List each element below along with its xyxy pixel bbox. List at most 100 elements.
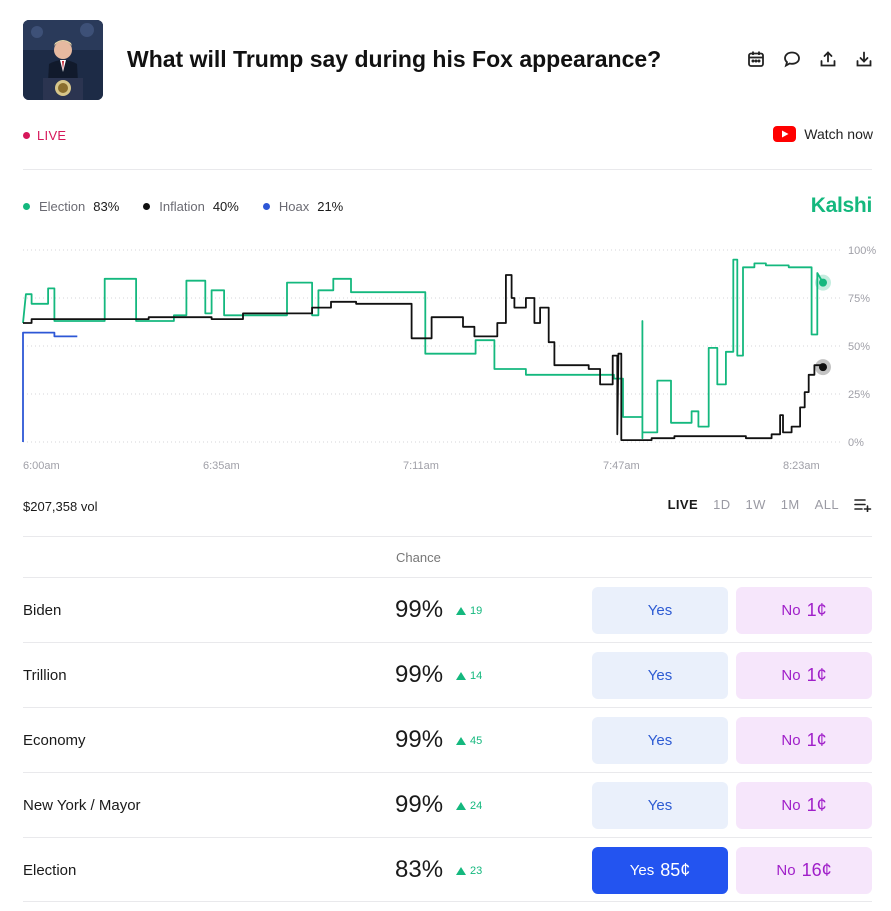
live-dot-icon [23, 132, 30, 139]
watch-now-label: Watch now [804, 126, 873, 142]
no-label: No [781, 667, 801, 684]
market-delta: 24 [456, 800, 482, 812]
y-tick-label: 25% [848, 389, 870, 401]
price-chart[interactable]: 100% 75% 50% 25% 0% 6:00am 6:35am 7:11am 7:47am 8… [0, 238, 891, 478]
market-row-biden[interactable]: Biden 99% 19 Yes No 1¢ [23, 577, 872, 642]
legend-name: Inflation [159, 199, 205, 214]
watch-now-link[interactable]: Watch now [773, 126, 873, 142]
yes-button[interactable]: Yes [592, 587, 728, 634]
market-delta: 45 [456, 735, 482, 747]
divider [23, 169, 872, 170]
add-list-icon[interactable] [854, 498, 872, 512]
market-chance: 83% [395, 856, 444, 883]
share-icon[interactable] [819, 50, 837, 68]
market-row-election[interactable]: Election 83% 23 Yes 85¢ No 16¢ [23, 837, 872, 902]
y-tick-label: 75% [848, 293, 870, 305]
legend-value: 40% [212, 199, 239, 214]
delta-value: 14 [470, 670, 483, 682]
delta-value: 24 [470, 800, 483, 812]
no-button[interactable]: No 16¢ [736, 847, 872, 894]
calendar-icon[interactable] [747, 50, 765, 68]
up-arrow-icon [456, 867, 466, 875]
legend-value: 83% [93, 199, 120, 214]
no-button[interactable]: No 1¢ [736, 782, 872, 829]
yes-label: Yes [629, 862, 655, 879]
no-label: No [776, 862, 796, 879]
kalshi-logo: Kalshi [810, 194, 873, 217]
x-tick-label: 6:35am [203, 460, 240, 472]
no-label: No [781, 797, 801, 814]
market-row-economy[interactable]: Economy 99% 45 Yes No 1¢ [23, 707, 872, 772]
live-label: LIVE [37, 128, 67, 143]
yes-label: Yes [647, 667, 673, 684]
legend-dot-icon [262, 203, 270, 210]
up-arrow-icon [456, 607, 466, 615]
x-tick-label: 6:00am [23, 460, 60, 472]
no-button[interactable]: No 1¢ [736, 717, 872, 764]
legend-dot-icon [23, 203, 30, 210]
market-delta: 14 [456, 670, 482, 682]
legend-value: 21% [317, 199, 344, 214]
yes-button[interactable]: Yes 85¢ [592, 847, 728, 894]
no-button[interactable]: No 1¢ [736, 587, 872, 634]
delta-value: 23 [470, 865, 483, 877]
yes-button[interactable]: Yes [592, 652, 728, 699]
event-header: What will Trump say during his Fox appea… [23, 20, 873, 100]
legend-item-inflation: Inflation 40% [143, 199, 239, 214]
market-row-trillion[interactable]: Trillion 99% 14 Yes No 1¢ [23, 642, 872, 707]
end-marker-inflation [819, 363, 827, 372]
yes-button[interactable]: Yes [592, 782, 728, 829]
range-1w[interactable]: 1W [745, 497, 766, 512]
y-tick-label: 50% [848, 341, 870, 353]
market-label: New York / Mayor [23, 797, 141, 814]
time-range-selector: LIVE 1D 1W 1M ALL [668, 497, 872, 512]
market-delta: 23 [456, 865, 482, 877]
yes-label: Yes [647, 602, 673, 619]
y-tick-label: 100% [848, 245, 876, 257]
market-row-new-york-mayor[interactable]: New York / Mayor 99% 24 Yes No 1¢ [23, 772, 872, 837]
yes-price: 85¢ [660, 860, 691, 880]
yes-label: Yes [647, 797, 673, 814]
download-icon[interactable] [855, 50, 873, 68]
comment-icon[interactable] [783, 50, 801, 68]
legend-name: Hoax [278, 199, 310, 214]
range-live[interactable]: LIVE [667, 497, 699, 512]
page-title: What will Trump say during his Fox appea… [127, 46, 662, 72]
legend-item-hoax: Hoax 21% [262, 199, 344, 214]
no-label: No [781, 602, 801, 619]
yes-button[interactable]: Yes [592, 717, 728, 764]
chart-legend: Election 83% Inflation 40% Hoax 21% [23, 199, 343, 214]
x-tick-label: 7:47am [603, 460, 640, 472]
series-line-inflation [23, 274, 823, 441]
live-status-row: LIVE Watch now [23, 126, 873, 145]
no-button[interactable]: No 1¢ [736, 652, 872, 699]
youtube-icon [773, 126, 797, 142]
up-arrow-icon [456, 672, 466, 680]
event-thumbnail [23, 20, 103, 100]
header-actions [747, 50, 873, 68]
market-label: Election [23, 862, 77, 879]
market-chance: 99% [395, 661, 444, 688]
delta-value: 19 [470, 605, 483, 617]
up-arrow-icon [456, 802, 466, 810]
up-arrow-icon [456, 737, 466, 745]
range-1m[interactable]: 1M [780, 497, 800, 512]
market-chance: 99% [395, 726, 444, 753]
legend-item-election: Election 83% [23, 199, 119, 214]
x-tick-label: 8:23am [783, 460, 820, 472]
markets-list: Biden 99% 19 Yes No 1¢ Trillion 99% 14 Ye… [23, 577, 872, 902]
no-price: 1¢ [806, 795, 827, 815]
chance-column-header: Chance [396, 550, 441, 565]
legend-dot-icon [143, 203, 151, 210]
series-line-election [22, 258, 824, 440]
market-chance: 99% [395, 791, 444, 818]
legend-name: Election [39, 199, 86, 214]
divider [23, 536, 872, 537]
range-all[interactable]: ALL [814, 497, 839, 512]
market-delta: 19 [456, 605, 482, 617]
market-label: Trillion [23, 667, 67, 684]
no-price: 1¢ [806, 665, 827, 685]
end-marker-election [819, 278, 827, 287]
range-1d[interactable]: 1D [713, 497, 731, 512]
volume-label: $207,358 vol [23, 499, 98, 514]
